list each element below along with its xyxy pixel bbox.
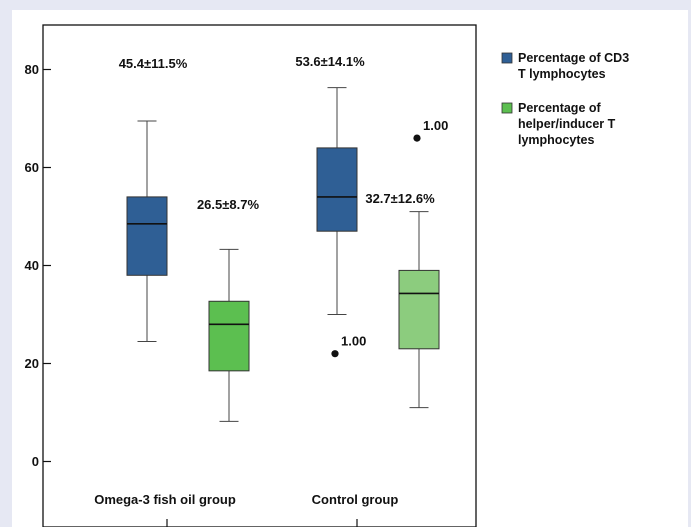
legend-item-1: Percentage of helper/inducer T lymphocytes	[501, 101, 616, 147]
box-body	[126, 196, 168, 276]
legend-label: Percentage of CD3	[518, 51, 629, 65]
y-tick-label-40: 40	[25, 258, 39, 273]
box-0-1: 1.00	[316, 87, 366, 358]
category-label-1: Control group	[312, 492, 399, 507]
y-tick-label-0: 0	[32, 454, 39, 469]
plot-border	[42, 24, 477, 527]
legend-item-0: Percentage of CD3 T lymphocytes	[501, 51, 629, 81]
legend-swatch	[501, 52, 513, 64]
chart-svg: 0 20 40 60 80 1.00 1.00 Omega-3 fish oil grou…	[25, 24, 629, 527]
legend-swatch	[501, 102, 513, 114]
outlier-point	[331, 350, 339, 358]
chart-frame: 0 20 40 60 80 1.00 1.00 Omega-3 fish oil grou…	[12, 10, 688, 527]
box-body	[316, 147, 358, 232]
legend-label: helper/inducer T	[518, 117, 616, 131]
outlier-label: 1.00	[423, 118, 448, 133]
box-layer: 1.00 1.00	[126, 87, 448, 422]
legend-label: T lymphocytes	[518, 67, 606, 81]
stat-label-0-1: 53.6±14.1%	[295, 54, 365, 69]
legend-label: lymphocytes	[518, 133, 594, 147]
box-1-0	[208, 248, 250, 422]
box-body	[208, 300, 250, 372]
stat-label-0-0: 45.4±11.5%	[119, 56, 188, 71]
legend-label: Percentage of	[518, 101, 602, 115]
stat-label-1-0: 26.5±8.7%	[197, 197, 260, 212]
y-tick-label-60: 60	[25, 160, 39, 175]
y-tick-label-80: 80	[25, 62, 39, 77]
category-label-0: Omega-3 fish oil group	[94, 492, 236, 507]
y-tick-label-20: 20	[25, 356, 39, 371]
outlier-label: 1.00	[341, 334, 366, 349]
outlier-point	[413, 134, 421, 142]
stat-label-1-1: 32.7±12.6%	[365, 191, 435, 206]
y-axis: 0 20 40 60 80	[25, 62, 358, 527]
label-layer: Omega-3 fish oil group Control group 45.4±…	[94, 54, 435, 507]
box-0-0	[126, 120, 168, 342]
box-body	[398, 269, 440, 350]
box-1-1: 1.00	[398, 118, 448, 409]
